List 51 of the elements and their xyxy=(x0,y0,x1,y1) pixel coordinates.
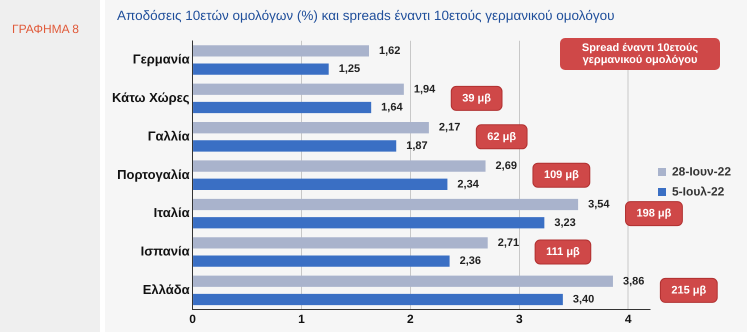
data-label: 2,17 xyxy=(438,122,460,134)
bar xyxy=(193,276,613,287)
annotation: 111 μβ xyxy=(546,246,580,258)
y-tick-label: Κάτω Χώρες xyxy=(112,90,190,105)
y-tick-label: Ελλάδα xyxy=(142,282,190,297)
data-label: 2,71 xyxy=(498,236,520,249)
x-tick-label: 3 xyxy=(516,312,523,326)
data-label: 3,23 xyxy=(554,216,576,229)
data-label: 1,62 xyxy=(379,44,400,57)
bar xyxy=(193,198,578,210)
note-box: Spread έναντι 10ετούς γερμανικού ομολόγου xyxy=(560,38,720,70)
data-label: 2,36 xyxy=(460,255,482,268)
data-label: 1,64 xyxy=(381,102,404,114)
y-tick-label: Γαλλία xyxy=(148,128,190,144)
x-tick-label: 2 xyxy=(407,312,414,326)
y-tick-label: Ιταλία xyxy=(154,205,190,220)
data-label: 1,87 xyxy=(406,140,428,152)
bar xyxy=(193,84,404,95)
legend-label: 28-Ιουν-22 xyxy=(672,164,732,178)
bar xyxy=(193,102,372,114)
bar xyxy=(193,160,486,172)
y-tick-label: Ισπανία xyxy=(140,244,190,259)
y-tick-label: Πορτογαλία xyxy=(117,166,190,182)
data-label: 1,94 xyxy=(414,83,436,96)
data-label: 1,25 xyxy=(338,63,360,76)
annotation: 62 μβ xyxy=(487,130,516,143)
data-label: 3,86 xyxy=(622,275,644,288)
x-tick-label: 0 xyxy=(189,312,196,326)
data-label: 2,34 xyxy=(457,178,480,190)
chart-title: Αποδόσεις 10ετών ομολόγων (%) και spreads έναντι 10ετούς γερμανικού ομολόγου xyxy=(117,8,614,23)
bar xyxy=(193,237,488,249)
bar xyxy=(193,217,544,228)
text: ΓΡΑΦΗΜΑ 8 xyxy=(12,22,79,36)
annotation: 39 μβ xyxy=(462,92,492,104)
bar xyxy=(193,178,448,190)
data-label: 2,69 xyxy=(496,160,517,172)
annotation: 198 μβ xyxy=(636,208,672,220)
y-tick-label: Γερμανία xyxy=(132,52,190,67)
bar xyxy=(193,140,396,152)
bar xyxy=(193,255,450,267)
bar xyxy=(193,294,563,306)
data-label: 3,40 xyxy=(572,294,594,306)
text: 215 μβ xyxy=(671,284,707,296)
bar xyxy=(193,122,429,134)
bar xyxy=(193,45,370,57)
legend-label: 5-Ιουλ-22 xyxy=(672,184,725,198)
x-tick-label: 1 xyxy=(298,312,306,326)
annotation: 109 μβ xyxy=(544,169,580,182)
data-label: 3,54 xyxy=(588,198,610,211)
x-tick-label: 4 xyxy=(624,312,632,326)
bar xyxy=(193,63,329,75)
